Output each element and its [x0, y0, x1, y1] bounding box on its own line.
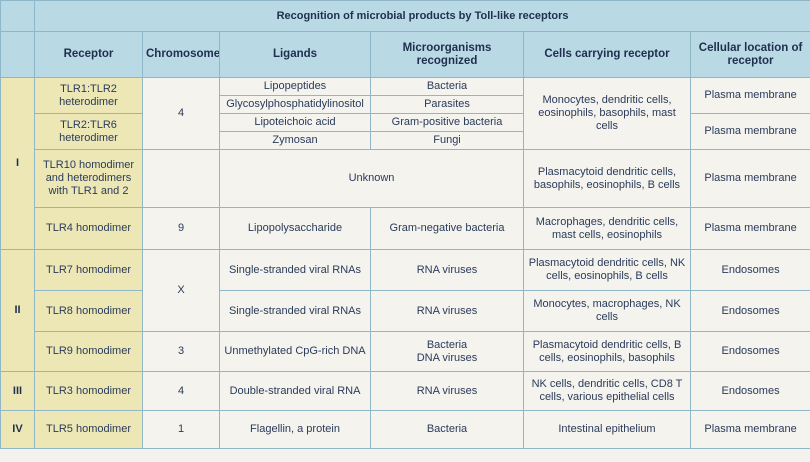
- ligands-unknown: Unknown: [219, 149, 524, 208]
- class-label-2: II: [0, 249, 35, 372]
- microbe-tlr4: Gram-negative bacteria: [370, 207, 524, 250]
- microbe-fungi: Fungi: [370, 131, 524, 150]
- table-row: II TLR7 homodimer X Single-stranded vira…: [0, 249, 810, 372]
- header-row: Receptor Chromosome Ligands Microorganis…: [0, 31, 810, 78]
- cells-tlr3: NK cells, dendritic cells, CD8 T cells, …: [523, 371, 691, 411]
- location-tlr10: Plasma membrane: [689, 149, 810, 208]
- title-row: Recognition of microbial products by Tol…: [0, 0, 810, 32]
- class-label-3: III: [0, 371, 35, 411]
- receptor-tlr10: TLR10 homodimer and heterodimers with TL…: [34, 149, 143, 208]
- chromosome-tlr7-8: X: [142, 249, 220, 332]
- receptor-tlr9: TLR9 homodimer: [34, 331, 143, 372]
- microbe-tlr9: Bacteria DNA viruses: [370, 331, 524, 372]
- microbe-parasites: Parasites: [370, 95, 524, 114]
- header-receptor: Receptor: [34, 31, 143, 78]
- receptor-tlr5: TLR5 homodimer: [34, 410, 143, 449]
- chromosome-tlr3: 4: [142, 371, 220, 411]
- location-tlr4: Plasma membrane: [689, 207, 810, 250]
- receptor-tlr7: TLR7 homodimer: [34, 249, 143, 291]
- cells-group1: Monocytes, dendritic cells, eosinophils,…: [523, 77, 691, 150]
- microbe-tlr8: RNA viruses: [370, 290, 524, 332]
- table-row: Glycosylphosphatidylinositol Parasites: [1, 95, 810, 114]
- receptor-tlr8: TLR8 homodimer: [34, 290, 143, 332]
- class-label-4: IV: [0, 410, 35, 449]
- table-row: TLR4 homodimer 9 Lipopolysaccharide Gram…: [1, 207, 810, 250]
- microbe-tlr9-dna-viruses: DNA viruses: [416, 351, 478, 364]
- microbe-tlr5: Bacteria: [370, 410, 524, 449]
- table-row: TLR9 homodimer 3 Unmethylated CpG-rich D…: [1, 331, 810, 372]
- cells-tlr5: Intestinal epithelium: [523, 410, 691, 449]
- ligand-tlr4: Lipopolysaccharide: [219, 207, 371, 250]
- tlr-table: Recognition of microbial products by Tol…: [0, 0, 810, 449]
- table-row: TLR8 homodimer Single-stranded viral RNA…: [1, 290, 810, 332]
- cells-tlr7: Plasmacytoid dendritic cells, NK cells, …: [523, 249, 691, 291]
- header-cells: Cells carrying receptor: [523, 31, 691, 78]
- table-row: I TLR1:TLR2 heterodimer 4 Lipopeptides B…: [0, 77, 810, 250]
- microbe-tlr9-bacteria: Bacteria: [426, 338, 468, 351]
- location-tlr3: Endosomes: [689, 371, 810, 411]
- table-row: TLR2:TLR6 heterodimer Lipoteichoic acid …: [1, 113, 810, 150]
- ligand-tlr5: Flagellin, a protein: [219, 410, 371, 449]
- ligand-tlr8: Single-stranded viral RNAs: [219, 290, 371, 332]
- class-label-1: I: [0, 77, 35, 250]
- chromosome-tlr9: 3: [142, 331, 220, 372]
- microbe-tlr7: RNA viruses: [370, 249, 524, 291]
- cells-tlr4: Macrophages, dendritic cells, mast cells…: [523, 207, 691, 250]
- receptor-tlr3: TLR3 homodimer: [34, 371, 143, 411]
- ligand-lipopeptides: Lipopeptides: [219, 77, 371, 96]
- ligand-tlr9: Unmethylated CpG-rich DNA: [219, 331, 371, 372]
- receptor-tlr1-2: TLR1:TLR2 heterodimer: [34, 77, 143, 114]
- table-row: Zymosan Fungi: [1, 131, 810, 150]
- header-microorganisms: Microorganisms recognized: [370, 31, 524, 78]
- microbe-gram-positive: Gram-positive bacteria: [370, 113, 524, 132]
- ligand-gpi: Glycosylphosphatidylinositol: [219, 95, 371, 114]
- header-ligands: Ligands: [219, 31, 371, 78]
- chromosome-tlr4: 9: [142, 207, 220, 250]
- ligand-lipoteichoic-acid: Lipoteichoic acid: [219, 113, 371, 132]
- chromosome-group1: 4: [142, 77, 220, 150]
- cells-tlr10: Plasmacytoid dendritic cells, basophils,…: [523, 149, 691, 208]
- receptor-tlr2-6: TLR2:TLR6 heterodimer: [34, 113, 143, 150]
- chromosome-tlr5: 1: [142, 410, 220, 449]
- location-tlr7: Endosomes: [689, 249, 810, 291]
- cells-tlr9: Plasmacytoid dendritic cells, B cells, e…: [523, 331, 691, 372]
- header-chromosome: Chromosome: [142, 31, 220, 78]
- table-title: Recognition of microbial products by Tol…: [33, 0, 810, 32]
- location-tlr9: Endosomes: [689, 331, 810, 372]
- location-tlr8: Endosomes: [689, 290, 810, 332]
- ligand-zymosan: Zymosan: [219, 131, 371, 150]
- ligand-tlr3: Double-stranded viral RNA: [219, 371, 371, 411]
- table-row: III TLR3 homodimer 4 Double-stranded vir…: [0, 371, 810, 411]
- table-row: IV TLR5 homodimer 1 Flagellin, a protein…: [0, 410, 810, 449]
- table-row: TLR10 homodimer and heterodimers with TL…: [1, 149, 810, 208]
- header-location: Cellular location of receptor: [689, 31, 810, 78]
- ligand-tlr7: Single-stranded viral RNAs: [219, 249, 371, 291]
- microbe-tlr3: RNA viruses: [370, 371, 524, 411]
- microbe-bacteria: Bacteria: [370, 77, 524, 96]
- location-tlr1-2: Plasma membrane: [689, 77, 810, 114]
- receptor-tlr4: TLR4 homodimer: [34, 207, 143, 250]
- cells-tlr8: Monocytes, macrophages, NK cells: [523, 290, 691, 332]
- location-tlr2-6: Plasma membrane: [689, 113, 810, 150]
- location-tlr5: Plasma membrane: [689, 410, 810, 449]
